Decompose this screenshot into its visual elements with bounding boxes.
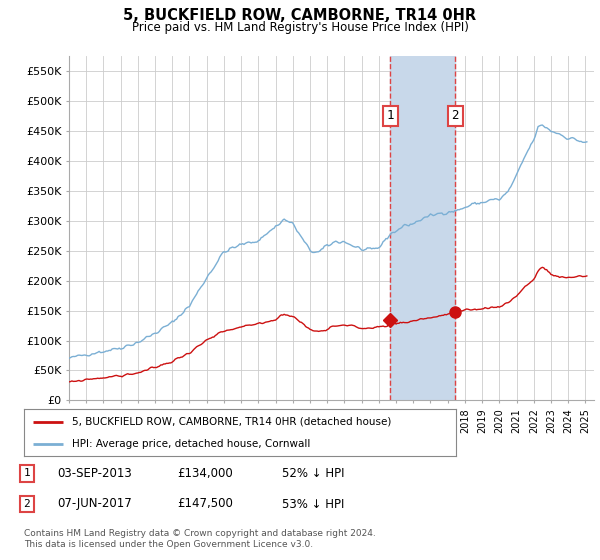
Text: 03-SEP-2013: 03-SEP-2013: [57, 466, 132, 480]
Text: 1: 1: [23, 468, 31, 478]
Text: £147,500: £147,500: [177, 497, 233, 511]
Text: 52% ↓ HPI: 52% ↓ HPI: [282, 466, 344, 480]
Text: 1: 1: [386, 109, 394, 123]
Text: 07-JUN-2017: 07-JUN-2017: [57, 497, 132, 511]
Text: 5, BUCKFIELD ROW, CAMBORNE, TR14 0HR: 5, BUCKFIELD ROW, CAMBORNE, TR14 0HR: [124, 8, 476, 24]
Bar: [391, 56, 455, 400]
Text: 2: 2: [452, 109, 459, 123]
Text: 5, BUCKFIELD ROW, CAMBORNE, TR14 0HR (detached house): 5, BUCKFIELD ROW, CAMBORNE, TR14 0HR (de…: [71, 417, 391, 427]
Text: Price paid vs. HM Land Registry's House Price Index (HPI): Price paid vs. HM Land Registry's House …: [131, 21, 469, 34]
Text: £134,000: £134,000: [177, 466, 233, 480]
Text: 53% ↓ HPI: 53% ↓ HPI: [282, 497, 344, 511]
Text: HPI: Average price, detached house, Cornwall: HPI: Average price, detached house, Corn…: [71, 438, 310, 449]
Text: Contains HM Land Registry data © Crown copyright and database right 2024.
This d: Contains HM Land Registry data © Crown c…: [24, 529, 376, 549]
Text: 2: 2: [23, 499, 31, 509]
